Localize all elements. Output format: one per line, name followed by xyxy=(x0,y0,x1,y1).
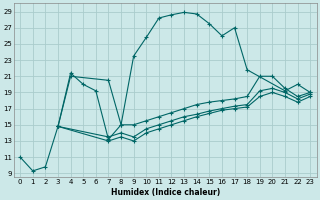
X-axis label: Humidex (Indice chaleur): Humidex (Indice chaleur) xyxy=(111,188,220,197)
